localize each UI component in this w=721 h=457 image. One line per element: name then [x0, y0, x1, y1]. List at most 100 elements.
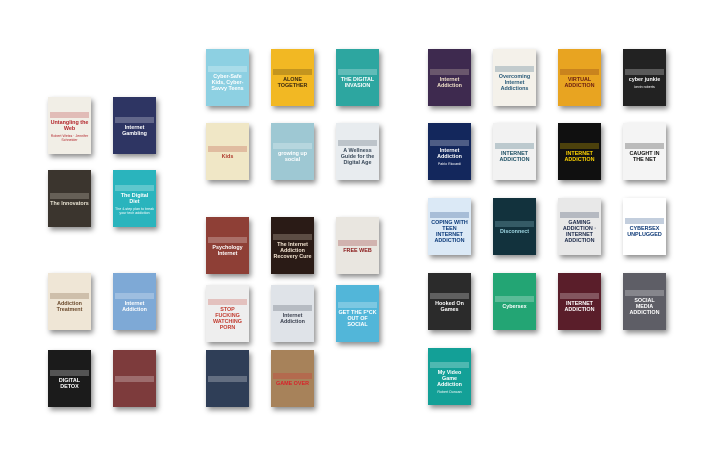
book-cover[interactable]: COPING WITH TEEN INTERNET ADDICTION	[428, 198, 471, 255]
cover-art	[50, 369, 89, 376]
book-cover[interactable]: Internet Addiction	[428, 49, 471, 106]
cover-art	[115, 184, 154, 191]
book-cover[interactable]: Kids	[206, 123, 249, 180]
cover-art	[50, 292, 89, 299]
book-title: THE DIGITAL INVASION	[340, 76, 375, 89]
book-cover[interactable]: cyber junkie kevin roberts	[623, 49, 666, 106]
book-cover[interactable]: Internet Addiction Pablo Riccardi	[428, 123, 471, 180]
book-cover[interactable]: The Innovators	[48, 170, 91, 227]
book-cover[interactable]: INTERNET ADDICTION	[558, 273, 601, 330]
book-cover[interactable]: Overcoming Internet Addictions	[493, 49, 536, 106]
cover-art	[273, 304, 312, 311]
cover-art	[273, 372, 312, 379]
book-title: The Internet Addiction Recovery Cure	[273, 241, 312, 260]
cover-art	[430, 139, 469, 146]
book-cover[interactable]: Cyber-Safe Kids, Cyber-Savvy Teens	[206, 49, 249, 106]
book-cover[interactable]: THE DIGITAL INVASION	[336, 49, 379, 106]
cover-art	[208, 375, 247, 382]
book-cover[interactable]: GET THE F*CK OUT OF SOCIAL	[336, 285, 379, 342]
book-title: Cybersex	[502, 303, 527, 310]
cover-art	[430, 68, 469, 75]
book-title: Internet Addiction	[122, 300, 147, 313]
cover-art	[338, 239, 377, 246]
cover-art	[560, 292, 599, 299]
book-title: My Video Game Addiction	[437, 369, 462, 388]
cover-art	[115, 375, 154, 382]
book-title: Untangling the Web	[50, 119, 89, 132]
book-title: Internet Addiction	[437, 76, 462, 89]
book-title: Cyber-Safe Kids, Cyber-Savvy Teens	[211, 73, 244, 92]
book-cover[interactable]: The Internet Addiction Recovery Cure	[271, 217, 314, 274]
book-subtitle: Pablo Riccardi	[437, 161, 462, 166]
cover-art	[50, 111, 89, 118]
book-cover[interactable]: INTERNET ADDICTION	[558, 123, 601, 180]
book-cover[interactable]	[206, 350, 249, 407]
cover-art	[560, 211, 599, 218]
book-cover[interactable]: CAUGHT IN THE NET	[623, 123, 666, 180]
cover-art	[560, 142, 599, 149]
book-title: Hooked On Games	[435, 300, 464, 313]
book-title: INTERNET ADDICTION	[564, 300, 595, 313]
book-cover[interactable]: growing up social	[271, 123, 314, 180]
cover-art	[625, 289, 664, 296]
book-cover[interactable]: Internet Gambling	[113, 97, 156, 154]
cover-art	[50, 192, 89, 199]
book-subtitle: The 4-step plan to break your tech addic…	[115, 206, 154, 215]
cover-art	[560, 68, 599, 75]
book-title: Internet Gambling	[122, 124, 147, 137]
book-title: ALONE TOGETHER	[277, 76, 308, 89]
book-title: growing up social	[277, 150, 308, 163]
book-cover[interactable]: Psychology Internet	[206, 217, 249, 274]
book-title: The Digital Diet	[120, 192, 149, 205]
book-cover[interactable]: Addiction Treatment	[48, 273, 91, 330]
book-title: Overcoming Internet Addictions	[498, 73, 531, 92]
book-title: cyber junkie	[628, 76, 661, 83]
book-cover[interactable]: VIRTUAL ADDICTION	[558, 49, 601, 106]
cover-art	[115, 116, 154, 123]
book-cover[interactable]: ALONE TOGETHER	[271, 49, 314, 106]
book-title: SOCIAL MEDIA ADDICTION	[629, 297, 660, 316]
book-title: FREE WEB	[343, 247, 372, 254]
book-title: The Innovators	[50, 200, 89, 207]
book-title: GET THE F*CK OUT OF SOCIAL	[338, 309, 377, 328]
book-cover[interactable]: Hooked On Games	[428, 273, 471, 330]
book-cover[interactable]: INTERNET ADDICTION	[493, 123, 536, 180]
book-cover[interactable]: GAMING ADDICTION · INTERNET ADDICTION	[558, 198, 601, 255]
cover-art	[115, 292, 154, 299]
book-cover[interactable]: A Wellness Guide for the Digital Age	[336, 123, 379, 180]
cover-art	[208, 236, 247, 243]
cover-art	[273, 68, 312, 75]
book-cover[interactable]: The Digital Diet The 4-step plan to break…	[113, 170, 156, 227]
book-title: INTERNET ADDICTION	[564, 150, 595, 163]
book-title: Psychology Internet	[212, 244, 243, 257]
book-cover[interactable]: GAME OVER	[271, 350, 314, 407]
book-cover[interactable]: My Video Game Addiction Robert Duncan	[428, 348, 471, 405]
book-cover[interactable]: SOCIAL MEDIA ADDICTION	[623, 273, 666, 330]
book-subtitle: Robert Duncan	[437, 389, 462, 394]
book-title: COPING WITH TEEN INTERNET ADDICTION	[431, 219, 468, 244]
book-title: Addiction Treatment	[56, 300, 83, 313]
book-cover[interactable]: FREE WEB	[336, 217, 379, 274]
cover-art	[273, 233, 312, 240]
book-cover[interactable]: Internet Addiction	[271, 285, 314, 342]
cover-art	[495, 220, 534, 227]
cover-art	[430, 361, 469, 368]
cover-art	[625, 68, 664, 75]
book-subtitle: kevin roberts	[634, 84, 655, 89]
book-subtitle: Robert Weiss · Jennifer Schneider	[50, 133, 89, 142]
book-cover[interactable]: CYBERSEX UNPLUGGED	[623, 198, 666, 255]
book-cover[interactable]	[113, 350, 156, 407]
book-cover[interactable]: STOP FUCKING WATCHING PORN	[206, 285, 249, 342]
book-cover[interactable]: Cybersex	[493, 273, 536, 330]
book-title: Kids	[221, 153, 234, 160]
cover-art	[625, 217, 664, 224]
book-cover[interactable]: Disconnect	[493, 198, 536, 255]
book-cover[interactable]: DIGITAL DETOX	[48, 350, 91, 407]
cover-art	[495, 65, 534, 72]
book-cover[interactable]: Internet Addiction	[113, 273, 156, 330]
cover-art	[338, 139, 377, 146]
book-title: CAUGHT IN THE NET	[629, 150, 660, 163]
cover-art	[430, 211, 469, 218]
cover-art	[495, 295, 534, 302]
book-cover[interactable]: Untangling the Web Robert Weiss · Jennife…	[48, 97, 91, 154]
